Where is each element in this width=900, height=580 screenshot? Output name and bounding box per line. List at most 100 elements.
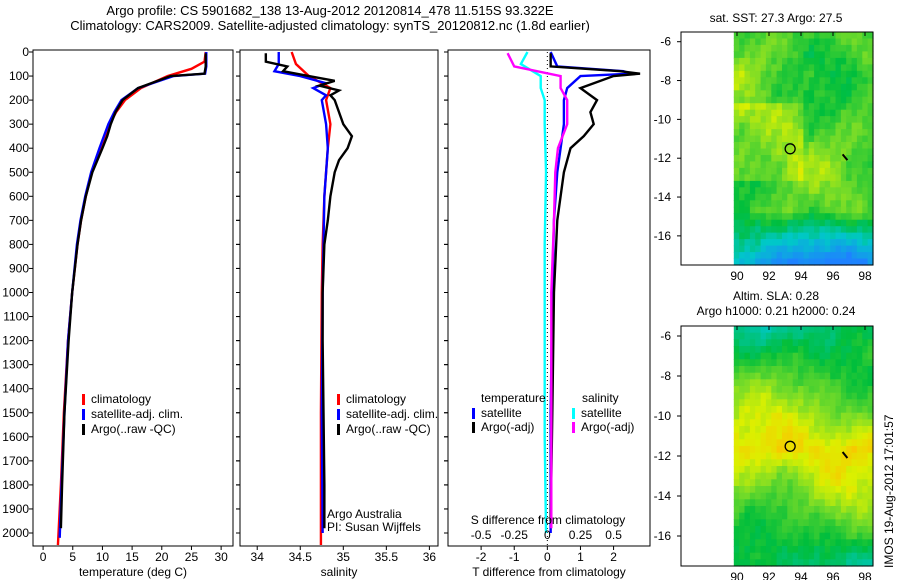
map-cell [856,180,863,188]
map-cell [814,103,821,111]
map-cell [819,492,826,500]
map-cell [814,142,821,150]
map-cell [798,472,804,480]
map-cell [851,57,858,65]
map-cell [782,499,788,507]
map-cell [792,83,799,91]
map-cell [840,96,847,104]
map-cell [856,57,863,65]
map-cell [862,559,869,567]
map-cell [840,459,847,467]
map-cell [840,466,847,474]
map-image [733,326,874,567]
map-cell [808,57,815,65]
map-cell [840,419,847,427]
map-cell [733,167,740,175]
map-cell [862,103,869,111]
map-cell [862,200,869,208]
map-cell [856,419,863,427]
map-cell [755,129,762,137]
map-cell [739,64,746,72]
map-cell [867,479,874,487]
map-cell [792,459,799,467]
map-cell [771,70,778,78]
map-cell [814,187,821,195]
map-cell [733,399,740,407]
map-image [733,32,874,266]
map-cell [824,174,831,182]
map-cell [814,252,821,260]
map-cell [840,372,847,380]
map-cell [824,122,831,130]
map-cell [808,472,815,480]
map-cell [824,77,831,85]
map-cell [814,552,821,560]
map-cell [819,38,826,46]
map-cell [862,392,869,400]
map-cell [867,64,874,72]
map-cell [803,174,810,182]
map-cell [819,559,826,567]
x2-axis-label: S difference from climatology [471,513,626,527]
map-cell [760,109,767,117]
map-cell [771,506,778,514]
map-cell [739,419,746,427]
map-cell [744,200,751,208]
map-cell [733,446,740,454]
map-cell [851,379,858,387]
map-cell [798,70,804,78]
map-cell [755,419,762,427]
map-cell [803,239,810,247]
map-cell [782,90,788,98]
map-cell [867,70,874,78]
map-cell [782,539,788,547]
map-cell [846,239,853,247]
map-cell [803,83,810,91]
map-cell [819,44,826,52]
map-cell [782,232,788,240]
map-cell [749,512,756,520]
map-cell [851,206,858,214]
map-cell [765,386,772,394]
map-cell [814,57,821,65]
map-cell [755,44,762,52]
map-cell [749,57,756,65]
map-cell [835,486,842,494]
x-tick-label: 15 [125,550,139,564]
map-cell [733,479,740,487]
map-cell [867,539,874,547]
map-cell [744,219,751,227]
map-cell [846,559,853,567]
map-cell [830,539,837,547]
map-cell [840,559,847,567]
map-cell [771,359,778,367]
map-cell [862,239,869,247]
map-cell [755,412,762,420]
map-cell [867,135,874,143]
map-cell [824,459,831,467]
map-cell [739,492,746,500]
map-cell [744,559,751,567]
map-cell [749,439,756,447]
x-tick-label: -1 [509,550,520,564]
map-cell [830,446,837,454]
map-cell [867,38,874,46]
map-cell [792,346,799,354]
map-cell [851,148,858,156]
map-cell [856,44,863,52]
map-cell [867,446,874,454]
y-tick-label: -14 [654,489,672,503]
map-cell [862,439,869,447]
map-cell [760,486,767,494]
map-cell [739,193,746,201]
y-tick-label: 1800 [2,478,29,492]
map-cell [819,352,826,360]
map-cell [776,539,783,547]
map-cell [808,559,815,567]
map-cell [760,135,767,143]
map-cell [771,155,778,163]
map-cell [782,486,788,494]
map-cell [856,90,863,98]
map-cell [830,499,837,507]
y-tick-label: 1600 [2,430,29,444]
